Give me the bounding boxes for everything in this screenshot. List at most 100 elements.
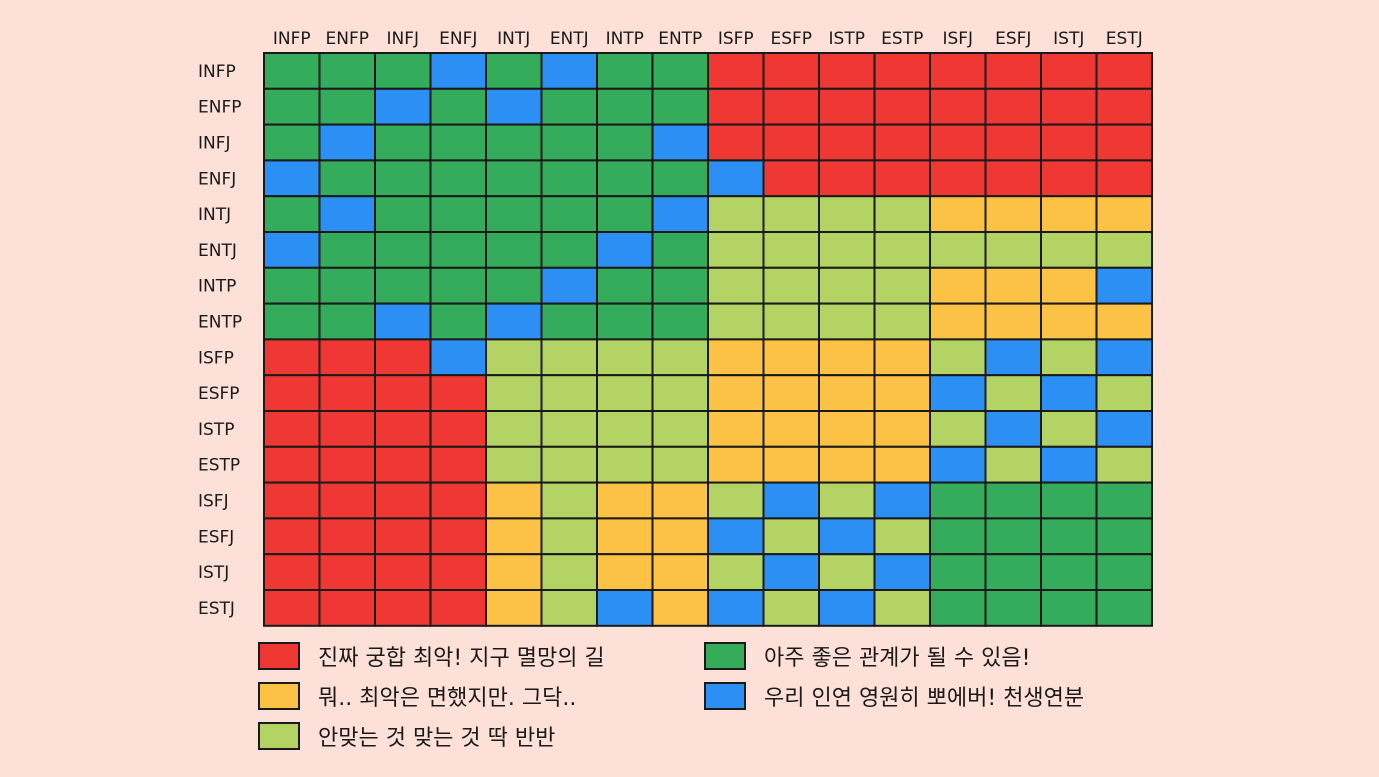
heatmap-cell-worst: [318, 338, 376, 377]
heatmap-cell-good: [263, 302, 321, 341]
heatmap-cell-worst: [762, 87, 820, 126]
heatmap-cell-worst: [1040, 123, 1098, 162]
heatmap-cell-worst: [374, 445, 432, 484]
heatmap-cell-good: [318, 87, 376, 126]
heatmap-cell-good: [984, 481, 1042, 520]
column-label: ENTP: [658, 29, 702, 49]
heatmap-cell-good: [429, 123, 487, 162]
heatmap-cell-half: [929, 231, 987, 269]
legend-swatch-good: [704, 642, 746, 670]
heatmap-cell-good: [984, 589, 1042, 627]
heatmap-cell-worst: [1095, 123, 1153, 162]
heatmap-cell-meh: [873, 410, 931, 448]
heatmap-cell-worst: [263, 517, 321, 556]
heatmap-cell-worst: [263, 445, 321, 484]
heatmap-cell-good: [485, 52, 543, 90]
heatmap-cell-half: [540, 589, 598, 627]
column-label: INFJ: [386, 29, 419, 49]
heatmap-cell-good: [429, 87, 487, 126]
legend-swatch-best: [704, 682, 746, 710]
heatmap-cell-best: [818, 517, 876, 556]
heatmap-cell-worst: [984, 52, 1042, 90]
heatmap-cell-best: [1095, 338, 1153, 377]
heatmap-cell-half: [762, 589, 820, 627]
heatmap-cell-meh: [929, 195, 987, 233]
heatmap-cell-half: [651, 374, 709, 413]
heatmap-cell-worst: [263, 481, 321, 520]
row-label: ENFP: [198, 98, 242, 118]
heatmap-cell-half: [818, 481, 876, 520]
heatmap-cell-half: [1040, 410, 1098, 448]
heatmap-cell-meh: [762, 338, 820, 377]
heatmap-cell-best: [929, 445, 987, 484]
heatmap-cell-worst: [707, 123, 765, 162]
heatmap-cell-half: [540, 481, 598, 520]
heatmap-cell-good: [540, 87, 598, 126]
heatmap-cell-worst: [1040, 159, 1098, 198]
heatmap-cell-meh: [596, 517, 654, 556]
heatmap-cell-worst: [429, 374, 487, 413]
heatmap-cell-half: [596, 410, 654, 448]
heatmap-cell-best: [540, 266, 598, 305]
heatmap-cell-good: [929, 517, 987, 556]
heatmap-cell-best: [374, 87, 432, 126]
heatmap-cell-meh: [1040, 266, 1098, 305]
heatmap-cell-half: [485, 374, 543, 413]
column-label: ENTJ: [550, 29, 589, 49]
heatmap-cell-best: [762, 481, 820, 520]
heatmap-cell-worst: [429, 517, 487, 556]
heatmap-cell-half: [984, 231, 1042, 269]
heatmap-cell-good: [374, 123, 432, 162]
legend-swatch-half: [258, 722, 300, 750]
heatmap-cell-worst: [374, 410, 432, 448]
heatmap-cell-meh: [1095, 195, 1153, 233]
heatmap-cell-best: [540, 52, 598, 90]
heatmap-cell-worst: [762, 159, 820, 198]
heatmap-cell-good: [318, 159, 376, 198]
heatmap-cell-meh: [485, 517, 543, 556]
heatmap-cell-half: [540, 374, 598, 413]
heatmap-cell-meh: [485, 553, 543, 592]
heatmap-cell-good: [318, 266, 376, 305]
heatmap-cell-worst: [263, 374, 321, 413]
heatmap-cell-good: [263, 266, 321, 305]
heatmap-cell-half: [596, 374, 654, 413]
heatmap-cell-half: [818, 231, 876, 269]
heatmap-cell-good: [540, 123, 598, 162]
heatmap-cell-half: [540, 445, 598, 484]
heatmap-cell-best: [1095, 266, 1153, 305]
heatmap-cell-worst: [263, 338, 321, 377]
heatmap-cell-good: [1040, 517, 1098, 556]
heatmap-cell-worst: [818, 159, 876, 198]
column-label: ESTP: [881, 29, 923, 49]
heatmap-cell-good: [596, 266, 654, 305]
legend-swatch-meh: [258, 682, 300, 710]
heatmap-cell-half: [540, 410, 598, 448]
heatmap-cell-good: [596, 302, 654, 341]
heatmap-cell-good: [429, 302, 487, 341]
heatmap-cell-half: [1095, 374, 1153, 413]
heatmap-cell-meh: [1040, 195, 1098, 233]
heatmap-cell-best: [263, 159, 321, 198]
heatmap-cell-meh: [1095, 302, 1153, 341]
heatmap-cell-good: [485, 195, 543, 233]
heatmap-cell-good: [1095, 553, 1153, 592]
heatmap-cell-good: [485, 123, 543, 162]
heatmap-cell-meh: [984, 266, 1042, 305]
heatmap-cell-half: [818, 266, 876, 305]
heatmap-cell-good: [263, 52, 321, 90]
heatmap-cell-best: [707, 159, 765, 198]
heatmap-cell-good: [374, 195, 432, 233]
heatmap-cell-half: [873, 517, 931, 556]
heatmap-cell-best: [429, 52, 487, 90]
heatmap-cell-half: [873, 195, 931, 233]
heatmap-cell-best: [984, 338, 1042, 377]
row-label: ENTP: [198, 313, 242, 333]
heatmap-cell-best: [707, 517, 765, 556]
legend-label-best: 우리 인연 영원히 뽀에버! 천생연분: [764, 686, 1085, 711]
column-label: ISFP: [718, 29, 754, 49]
heatmap-cell-good: [596, 87, 654, 126]
legend: 진짜 궁합 최악! 지구 멸망의 길 뭐.. 최악은 면했지만. 그닥.. 안맞…: [258, 640, 1158, 760]
heatmap-cell-worst: [873, 87, 931, 126]
heatmap-cell-half: [873, 266, 931, 305]
